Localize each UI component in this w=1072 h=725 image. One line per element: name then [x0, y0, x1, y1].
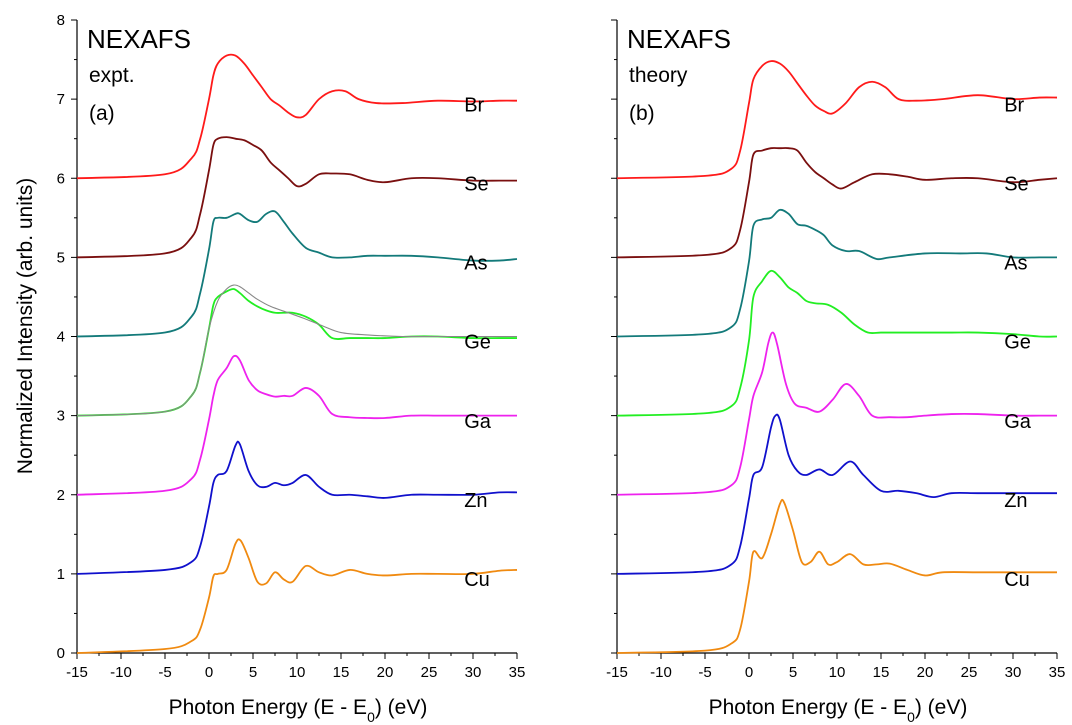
- y-tick-label-a: 7: [57, 91, 65, 108]
- series-label-as-a: As: [464, 253, 487, 275]
- series-label-ge-a: Ge: [464, 332, 491, 354]
- panel-b-tag: (b): [629, 102, 655, 125]
- series-line-zn-a: [76, 440, 518, 575]
- x-tick-label-a: 20: [377, 664, 394, 681]
- panel-b-subtitle: theory: [629, 64, 688, 87]
- series-line-br-b: [616, 60, 1058, 180]
- y-tick-label-a: 0: [57, 645, 65, 662]
- x-tick-label-b: -10: [650, 664, 672, 681]
- x-tick-label-b: 25: [961, 664, 978, 681]
- panel-a-tag: (a): [89, 102, 115, 125]
- series-line-ge-a: [76, 288, 517, 417]
- x-tick-label-b: 0: [745, 664, 753, 681]
- y-tick-label-a: 5: [57, 249, 65, 266]
- series-label-cu-b: Cu: [1004, 569, 1030, 591]
- panel-a-expt: -15 -10 -5 0 5 10 15 20 25 30 35 0 1 2 3 4 5 6 7 8 Cu Zn Ga Ge A…: [57, 12, 526, 681]
- x-tick-label-b: 10: [829, 664, 846, 681]
- x-tick-label-a: 25: [421, 664, 438, 681]
- series-label-cu-a: Cu: [464, 569, 490, 591]
- x-axis-title-a-sub: 0: [367, 709, 375, 725]
- x-axis-title-b-sub: 0: [907, 709, 915, 725]
- x-tick-label-a: 30: [465, 664, 482, 681]
- panel-b-theory: -15 -10 -5 0 5 10 15 20 25 30 35 Cu Zn Ga Ge As Se Br: [606, 19, 1066, 681]
- x-tick-label-a: 35: [509, 664, 526, 681]
- series-line-ga-b: [616, 331, 1057, 496]
- y-tick-label-a: 2: [57, 487, 65, 504]
- series-line-se-b: [616, 147, 1058, 259]
- x-axis-title-a: Photon Energy (E - E0) (eV): [169, 696, 428, 725]
- panel-a-subtitle: expt.: [89, 64, 135, 87]
- series-line-ge-b: [616, 269, 1058, 417]
- series-line-ga-a: [76, 354, 517, 496]
- x-axis-title-b-end: ) (eV): [915, 696, 968, 719]
- series-line-cu-b: [616, 498, 1057, 654]
- x-tick-label-b: 35: [1049, 664, 1066, 681]
- y-tick-label-a: 8: [57, 12, 65, 29]
- x-axis-title-a-end: ) (eV): [375, 696, 428, 719]
- series-line-se-a: [76, 136, 517, 259]
- y-tick-label-a: 3: [57, 408, 65, 425]
- series-line-cu-a: [76, 538, 518, 654]
- series-line-as-a: [76, 210, 518, 338]
- series-line-as-b: [616, 208, 1057, 338]
- y-axis-title: Normalized Intensity (arb. units): [14, 178, 37, 474]
- series-line-zn-b: [616, 413, 1057, 575]
- series-label-ge-b: Ge: [1004, 332, 1031, 354]
- series-label-se-a: Se: [464, 173, 488, 195]
- series-line-ge-ref-a: [76, 284, 517, 417]
- series-label-ga-a: Ga: [464, 411, 492, 433]
- x-tick-label-a: -5: [158, 664, 171, 681]
- x-tick-label-b: 30: [1005, 664, 1022, 681]
- x-tick-label-b: 15: [873, 664, 890, 681]
- x-tick-label-a: 0: [205, 664, 213, 681]
- series-label-as-b: As: [1004, 253, 1027, 275]
- panel-b-title: NEXAFS: [627, 24, 731, 54]
- series-label-br-a: Br: [464, 94, 484, 116]
- y-tick-label-a: 1: [57, 566, 65, 583]
- x-tick-label-a: 10: [289, 664, 306, 681]
- panel-a-title: NEXAFS: [87, 24, 191, 54]
- x-tick-label-b: 5: [789, 664, 797, 681]
- x-tick-label-a: -15: [66, 664, 88, 681]
- y-tick-label-a: 6: [57, 170, 65, 187]
- x-tick-label-b: -5: [698, 664, 711, 681]
- x-tick-label-b: -15: [606, 664, 628, 681]
- x-tick-label-a: -10: [110, 664, 132, 681]
- series-line-br-a: [76, 53, 518, 180]
- series-label-br-b: Br: [1004, 94, 1024, 116]
- x-axis-title-a-main: Photon Energy (E - E: [169, 696, 367, 719]
- series-label-zn-a: Zn: [464, 490, 487, 512]
- x-tick-label-b: 20: [917, 664, 934, 681]
- x-tick-label-a: 15: [333, 664, 350, 681]
- x-tick-label-a: 5: [249, 664, 257, 681]
- x-axis-title-b-main: Photon Energy (E - E: [709, 696, 907, 719]
- y-tick-label-a: 4: [57, 329, 65, 346]
- x-axis-title-b: Photon Energy (E - E0) (eV): [709, 696, 968, 725]
- series-label-se-b: Se: [1004, 173, 1028, 195]
- series-label-zn-b: Zn: [1004, 490, 1027, 512]
- series-label-ga-b: Ga: [1004, 411, 1032, 433]
